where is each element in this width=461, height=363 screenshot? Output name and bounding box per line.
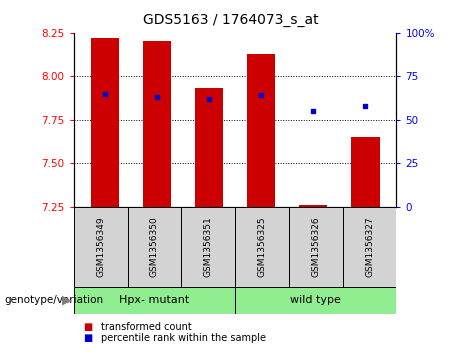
Bar — [74, 287, 235, 314]
Text: GSM1356349: GSM1356349 — [96, 216, 105, 277]
Text: genotype/variation: genotype/variation — [5, 295, 104, 305]
Text: GSM1356326: GSM1356326 — [311, 216, 320, 277]
Bar — [195, 89, 224, 207]
Bar — [181, 207, 235, 287]
Bar — [143, 41, 171, 207]
Text: GSM1356325: GSM1356325 — [258, 216, 266, 277]
Bar — [351, 137, 379, 207]
Text: ▶: ▶ — [62, 294, 71, 307]
Text: GDS5163 / 1764073_s_at: GDS5163 / 1764073_s_at — [143, 13, 318, 27]
Text: ■: ■ — [83, 322, 92, 332]
Text: wild type: wild type — [290, 295, 341, 305]
Text: transformed count: transformed count — [101, 322, 192, 332]
Bar — [235, 207, 289, 287]
Bar — [247, 54, 275, 207]
Text: percentile rank within the sample: percentile rank within the sample — [101, 333, 266, 343]
Text: GSM1356327: GSM1356327 — [365, 216, 374, 277]
Bar — [74, 207, 128, 287]
Bar — [299, 205, 327, 207]
Text: GSM1356351: GSM1356351 — [204, 216, 213, 277]
Text: Hpx- mutant: Hpx- mutant — [119, 295, 189, 305]
Bar — [91, 38, 119, 207]
Text: ■: ■ — [83, 333, 92, 343]
Text: GSM1356350: GSM1356350 — [150, 216, 159, 277]
Bar — [128, 207, 181, 287]
Bar — [343, 207, 396, 287]
Bar — [235, 287, 396, 314]
Bar — [289, 207, 343, 287]
